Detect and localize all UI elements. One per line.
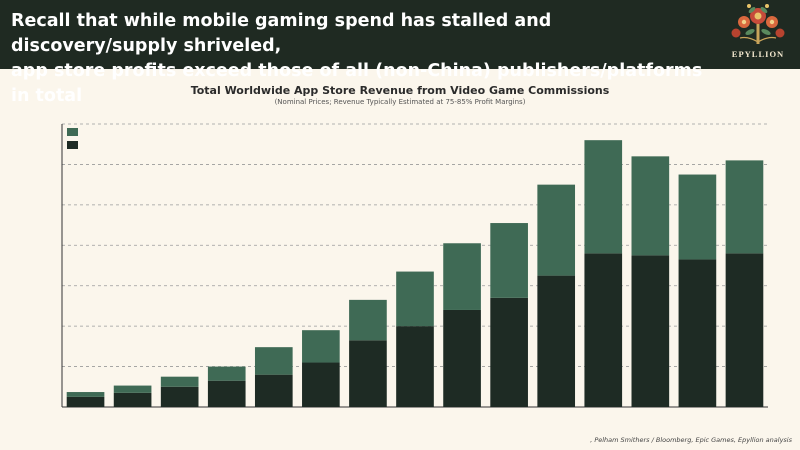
legend-swatch-bottom-series bbox=[67, 141, 78, 149]
bar-segment-top bbox=[537, 184, 576, 276]
header-banner: Recall that while mobile gaming spend ha… bbox=[0, 0, 800, 106]
legend-swatch-top-series bbox=[67, 128, 78, 136]
bar-segment-bottom bbox=[443, 309, 481, 407]
bar-segment-bottom bbox=[207, 380, 246, 407]
bar-segment-top bbox=[631, 156, 670, 256]
bar-segment-bottom bbox=[66, 396, 105, 407]
bar-segment-top bbox=[349, 299, 387, 341]
bar-segment-top bbox=[490, 223, 528, 298]
bar-segment-top bbox=[678, 174, 717, 260]
bar-segment-bottom bbox=[113, 392, 152, 407]
bar-segment-bottom bbox=[160, 386, 199, 407]
source-note: , Pelham Smithers / Bloomberg, Epic Game… bbox=[590, 436, 792, 444]
chart-title: Total Worldwide App Store Revenue from V… bbox=[190, 84, 610, 97]
bar-segment-top bbox=[584, 140, 623, 254]
bar-segment-bottom bbox=[725, 253, 764, 407]
bar-segment-top bbox=[254, 347, 293, 375]
headline-line-1: Recall that while mobile gaming spend ha… bbox=[11, 11, 552, 56]
headline: Recall that while mobile gaming spend ha… bbox=[11, 9, 716, 109]
bar-segment-top bbox=[396, 271, 434, 327]
bar-segment-top bbox=[160, 376, 199, 387]
epyllion-logo: EPYLLION bbox=[722, 2, 794, 66]
bar-segment-bottom bbox=[302, 362, 340, 407]
bar-segment-bottom bbox=[490, 297, 528, 407]
bar-segment-bottom bbox=[678, 259, 717, 407]
bar-segment-top bbox=[443, 243, 481, 310]
floral-tree-icon bbox=[731, 4, 785, 44]
bar-segment-top bbox=[725, 160, 764, 254]
bar-segment-bottom bbox=[631, 255, 670, 407]
chart-subtitle: (Nominal Prices; Revenue Typically Estim… bbox=[274, 98, 526, 106]
bar-segment-bottom bbox=[396, 326, 434, 407]
bar-segment-bottom bbox=[537, 275, 576, 407]
bar-segment-top bbox=[207, 366, 246, 381]
headline-line-2: app store profits exceed those of all (n… bbox=[11, 61, 703, 106]
bar-segment-bottom bbox=[254, 374, 293, 407]
bar-segment-bottom bbox=[584, 253, 623, 407]
bar-segment-top bbox=[113, 385, 152, 393]
bar-segment-bottom bbox=[349, 340, 387, 407]
bar-segment-top bbox=[66, 392, 105, 397]
logo-wordmark: EPYLLION bbox=[731, 49, 785, 59]
bar-segment-top bbox=[302, 330, 340, 363]
